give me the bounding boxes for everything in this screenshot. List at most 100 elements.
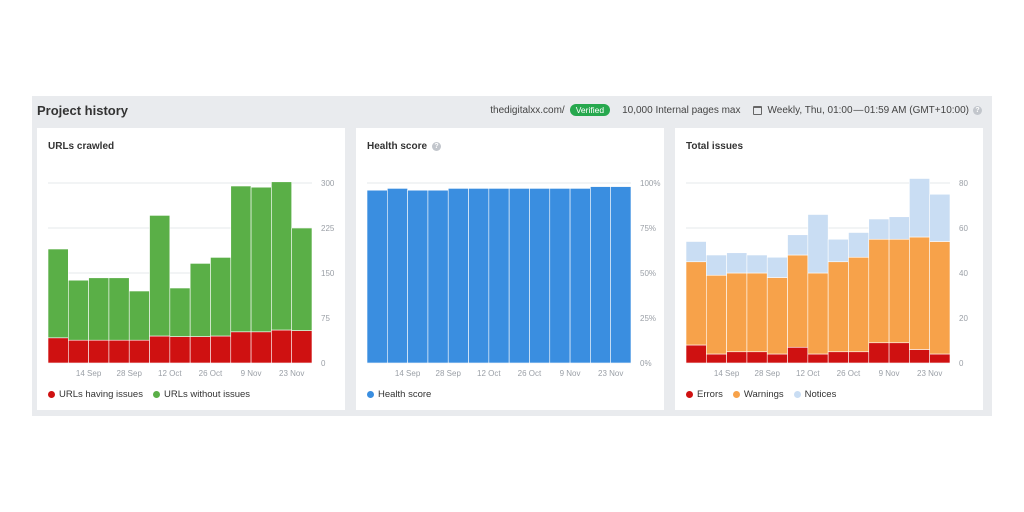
- bar-urls-without-issues-4[interactable]: [108, 277, 130, 341]
- card-title: Health score ?: [367, 141, 442, 152]
- bar-warnings-13[interactable]: [929, 241, 951, 355]
- bar-health-score-4[interactable]: [427, 189, 449, 364]
- bar-notices-12[interactable]: [909, 178, 930, 238]
- bar-errors-12[interactable]: [909, 349, 930, 364]
- legend-urls-without-issues[interactable]: URLs without issues: [152, 389, 250, 400]
- bar-notices-13[interactable]: [929, 193, 951, 242]
- bar-health-score-12[interactable]: [590, 186, 611, 364]
- bar-notices-5[interactable]: [766, 256, 788, 278]
- bar-urls-having-issues-10[interactable]: [230, 331, 252, 364]
- card-title: URLs crawled: [48, 141, 114, 152]
- bar-warnings-7[interactable]: [807, 272, 829, 355]
- bar-urls-having-issues-8[interactable]: [189, 336, 211, 364]
- bar-warnings-2[interactable]: [706, 274, 727, 355]
- y-tick-label: 80: [959, 179, 968, 188]
- bar-urls-having-issues-1[interactable]: [47, 337, 69, 364]
- bar-notices-1[interactable]: [685, 241, 707, 263]
- bar-urls-without-issues-2[interactable]: [68, 279, 89, 341]
- bar-warnings-3[interactable]: [726, 272, 748, 353]
- bar-health-score-9[interactable]: [529, 188, 551, 364]
- bar-errors-11[interactable]: [888, 342, 910, 364]
- bar-errors-4[interactable]: [746, 351, 768, 364]
- bar-urls-without-issues-11[interactable]: [250, 186, 272, 333]
- bar-urls-without-issues-8[interactable]: [189, 263, 211, 337]
- bar-urls-without-issues-10[interactable]: [230, 185, 252, 333]
- bar-notices-8[interactable]: [827, 238, 849, 263]
- schedule-text[interactable]: Weekly, Thu, 01:00 — 01:59 AM (GMT+10:00…: [767, 104, 970, 116]
- bar-warnings-6[interactable]: [787, 254, 809, 348]
- bar-notices-11[interactable]: [888, 216, 910, 240]
- bar-notices-3[interactable]: [726, 252, 748, 274]
- bar-urls-having-issues-7[interactable]: [169, 336, 191, 364]
- bar-notices-9[interactable]: [848, 232, 870, 258]
- bar-health-score-2[interactable]: [387, 188, 408, 364]
- bar-notices-2[interactable]: [706, 254, 727, 276]
- project-domain-link[interactable]: thedigitalxx.com/: [490, 104, 565, 116]
- bar-health-score-10[interactable]: [549, 188, 571, 364]
- bar-errors-6[interactable]: [787, 346, 809, 364]
- bar-notices-6[interactable]: [787, 234, 809, 256]
- x-tick-label: 9 Nov: [879, 369, 900, 378]
- bar-urls-without-issues-9[interactable]: [210, 257, 232, 337]
- bar-health-score-1[interactable]: [366, 189, 388, 364]
- bar-warnings-5[interactable]: [766, 277, 788, 355]
- legend-warnings[interactable]: Warnings: [732, 389, 784, 400]
- bar-urls-without-issues-6[interactable]: [149, 215, 171, 337]
- bar-urls-without-issues-7[interactable]: [169, 287, 191, 337]
- legend-health-score[interactable]: Health score: [367, 389, 431, 400]
- bar-warnings-4[interactable]: [746, 272, 768, 353]
- bar-health-score-7[interactable]: [488, 188, 510, 364]
- page-title: Project history: [37, 103, 129, 118]
- bar-health-score-6[interactable]: [468, 188, 490, 364]
- bar-errors-1[interactable]: [685, 344, 707, 364]
- bar-errors-2[interactable]: [706, 353, 727, 364]
- bar-errors-7[interactable]: [807, 353, 829, 364]
- bar-errors-5[interactable]: [766, 353, 788, 364]
- bar-urls-having-issues-6[interactable]: [149, 335, 171, 364]
- bar-urls-having-issues-3[interactable]: [88, 339, 110, 364]
- bar-urls-without-issues-12[interactable]: [271, 181, 292, 331]
- bar-health-score-13[interactable]: [610, 186, 632, 364]
- bar-urls-without-issues-13[interactable]: [291, 227, 313, 331]
- legend-urls-having-issues[interactable]: URLs having issues: [48, 389, 143, 400]
- bar-urls-without-issues-3[interactable]: [88, 277, 110, 341]
- health-score-help-icon[interactable]: ?: [432, 142, 442, 151]
- legend-dot-blue: [367, 391, 374, 398]
- bar-warnings-9[interactable]: [848, 256, 870, 353]
- y-tick-label: 225: [321, 224, 335, 233]
- urls-crawled-legend: URLs having issues URLs without issues: [48, 389, 260, 400]
- x-tick-label: 14 Sep: [76, 369, 102, 378]
- legend-errors[interactable]: Errors: [686, 389, 723, 400]
- bar-errors-13[interactable]: [929, 353, 951, 364]
- bar-urls-having-issues-11[interactable]: [250, 331, 272, 364]
- project-info-bar: thedigitalxx.com/ Verified 10,000 Intern…: [490, 104, 982, 116]
- x-tick-label: 23 Nov: [917, 369, 942, 378]
- bar-urls-having-issues-2[interactable]: [68, 339, 89, 364]
- bar-errors-3[interactable]: [726, 351, 748, 364]
- bar-warnings-12[interactable]: [909, 236, 930, 350]
- bar-warnings-11[interactable]: [888, 238, 910, 344]
- bar-warnings-8[interactable]: [827, 261, 849, 353]
- bar-urls-having-issues-13[interactable]: [291, 330, 313, 364]
- bar-errors-9[interactable]: [848, 351, 870, 364]
- verified-badge: Verified: [569, 104, 611, 116]
- bar-warnings-10[interactable]: [868, 238, 890, 344]
- bar-urls-without-issues-1[interactable]: [47, 248, 69, 339]
- bar-errors-8[interactable]: [827, 351, 849, 364]
- bar-urls-without-issues-5[interactable]: [128, 290, 150, 341]
- bar-warnings-1[interactable]: [685, 261, 707, 346]
- help-icon[interactable]: ?: [973, 105, 982, 115]
- bar-health-score-8[interactable]: [508, 188, 530, 364]
- bar-notices-10[interactable]: [868, 218, 890, 240]
- bar-health-score-11[interactable]: [569, 188, 591, 364]
- bar-health-score-5[interactable]: [447, 188, 469, 364]
- bar-urls-having-issues-5[interactable]: [128, 339, 150, 364]
- bar-urls-having-issues-4[interactable]: [108, 339, 130, 364]
- bar-notices-4[interactable]: [746, 254, 768, 274]
- bar-health-score-3[interactable]: [407, 189, 429, 364]
- bar-urls-having-issues-12[interactable]: [271, 329, 292, 364]
- bar-urls-having-issues-9[interactable]: [210, 335, 232, 364]
- bar-notices-7[interactable]: [807, 214, 829, 274]
- legend-notices[interactable]: Notices: [793, 389, 836, 400]
- bar-errors-10[interactable]: [868, 342, 890, 364]
